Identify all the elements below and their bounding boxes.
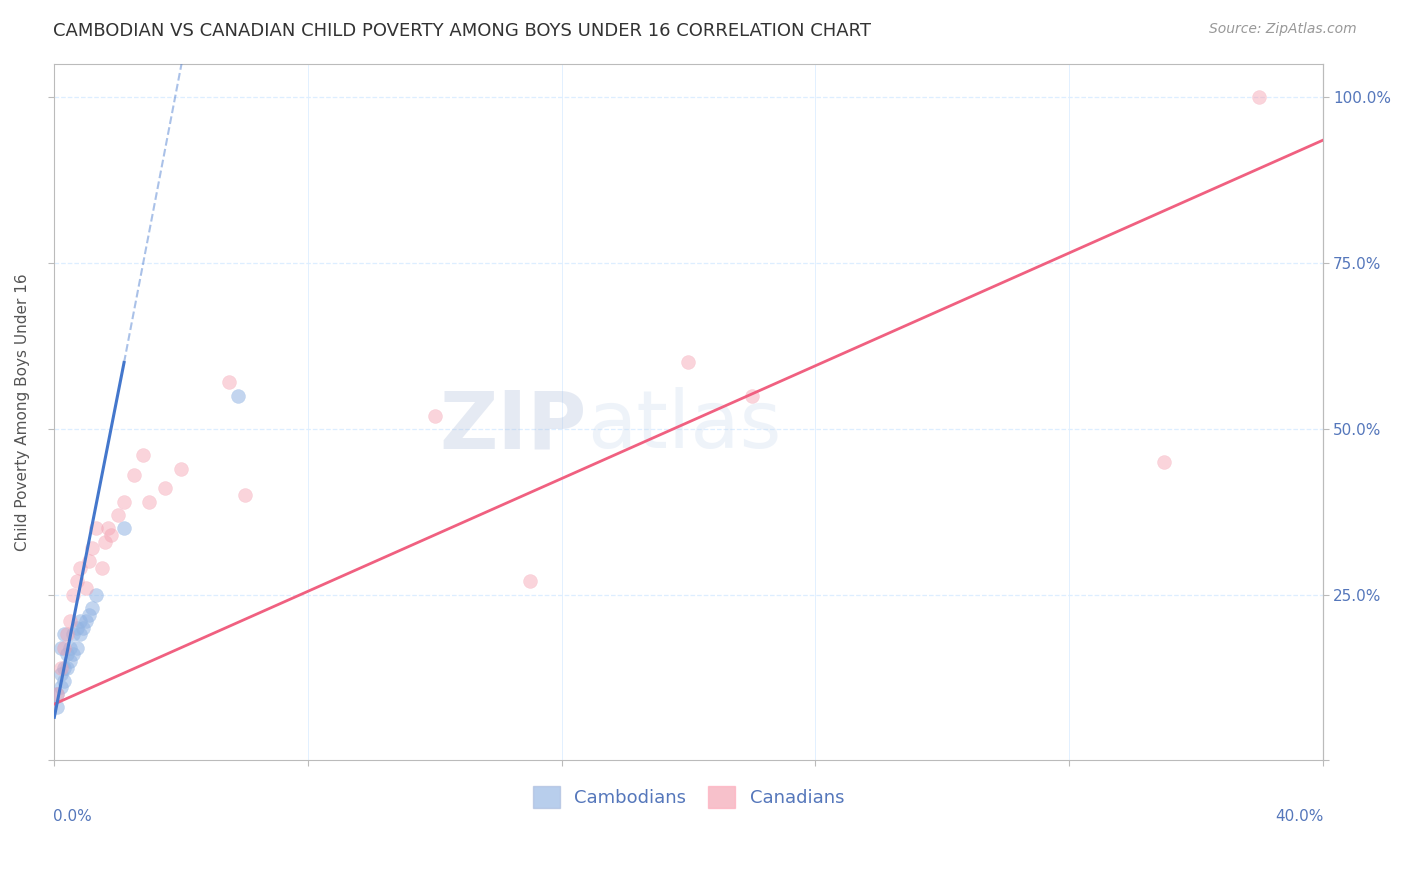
Point [155,482,177,496]
Point [49,667,72,681]
Point [112,521,135,535]
Point [170,461,193,475]
Point [59,614,82,628]
Point [52,673,75,688]
Point [84,521,107,535]
Point [72,621,94,635]
Point [65,640,87,655]
Point [90,561,112,575]
Point [62,648,84,662]
Point [233,488,256,502]
Point [107,508,129,522]
Point [122,468,145,483]
Point [138,495,160,509]
Point [59,640,82,655]
Text: Source: ZipAtlas.com: Source: ZipAtlas.com [1209,22,1357,37]
Point [94,534,117,549]
Point [69,561,91,575]
Point [46,700,69,714]
Point [1249,90,1271,104]
Point [678,355,700,369]
Point [49,660,72,674]
Point [52,660,75,674]
Point [46,687,69,701]
Point [519,574,541,589]
Text: atlas: atlas [586,387,782,465]
Point [1153,455,1175,469]
Point [82,600,104,615]
Point [132,448,155,462]
Text: 0.0%: 0.0% [53,809,91,824]
Point [100,528,122,542]
Text: CAMBODIAN VS CANADIAN CHILD POVERTY AMONG BOYS UNDER 16 CORRELATION CHART: CAMBODIAN VS CANADIAN CHILD POVERTY AMON… [53,22,872,40]
Point [423,409,446,423]
Text: 40.0%: 40.0% [1275,809,1324,824]
Y-axis label: Child Poverty Among Boys Under 16: Child Poverty Among Boys Under 16 [15,274,30,551]
Point [69,614,91,628]
Point [56,627,79,641]
Point [62,627,84,641]
Point [218,376,240,390]
Text: ZIP: ZIP [440,387,586,465]
Point [741,389,763,403]
Point [77,554,100,568]
Point [84,588,107,602]
Point [82,541,104,556]
Point [49,640,72,655]
Point [69,627,91,641]
Point [52,627,75,641]
Point [52,640,75,655]
Point [62,588,84,602]
Point [77,607,100,622]
Point [226,389,249,403]
Point [56,648,79,662]
Point [97,521,120,535]
Point [75,581,97,595]
Point [65,621,87,635]
Point [59,654,82,668]
Point [46,687,69,701]
Point [75,614,97,628]
Legend: Cambodians, Canadians: Cambodians, Canadians [524,778,853,818]
Point [56,660,79,674]
Point [49,681,72,695]
Point [112,495,135,509]
Point [65,574,87,589]
